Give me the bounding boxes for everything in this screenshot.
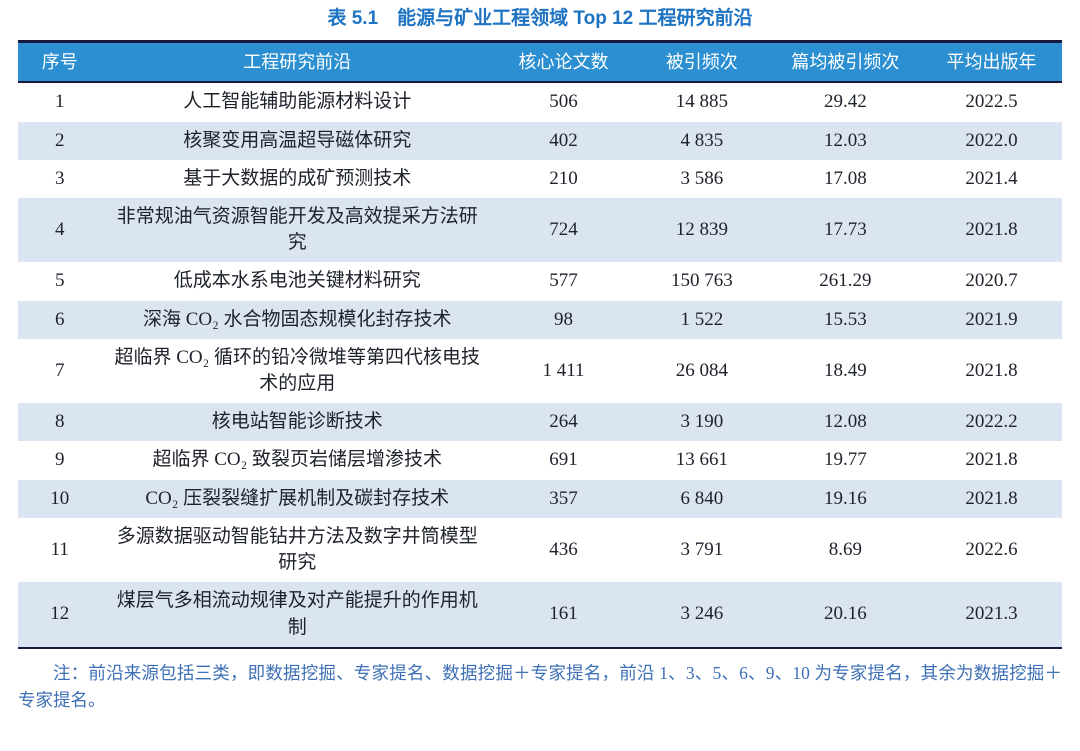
cell-research-front: 人工智能辅助能源材料设计 (183, 91, 412, 113)
table-footnote: 注：前沿来源包括三类，即数据挖掘、专家提名、数据挖掘＋专家提名，前沿 1、3、5… (18, 662, 1062, 711)
cell-citations-per-paper: 8.69 (828, 539, 862, 561)
cell-rank: 3 (55, 167, 65, 189)
cell-rank: 1 (55, 91, 65, 113)
cell-avg-pub-year: 2021.8 (965, 219, 1018, 241)
research-fronts-table: 序号 工程研究前沿 核心论文数 被引频次 篇均被引频次 平均出版年 1 人工智能… (18, 39, 1062, 649)
cell-citations: 3 586 (680, 167, 724, 189)
cell-citations: 1 522 (680, 308, 724, 330)
cell-citations: 26 084 (675, 359, 728, 381)
cell-research-front: CO₂ 压裂裂缝扩展机制及碳封存技术 (145, 487, 450, 509)
cell-avg-pub-year: 2021.8 (965, 487, 1018, 509)
cell-rank: 6 (55, 308, 65, 330)
cell-citations-per-paper: 261.29 (819, 270, 872, 292)
cell-core-papers: 402 (549, 129, 578, 151)
cell-citations-per-paper: 17.08 (823, 167, 867, 189)
cell-citations: 3 791 (680, 539, 724, 561)
cell-citations-per-paper: 15.53 (823, 308, 867, 330)
cell-rank: 9 (55, 449, 65, 471)
table-body: 1 人工智能辅助能源材料设计 506 14 885 29.42 2022.5 2… (18, 82, 1062, 648)
table-row: 11 多源数据驱动智能钻井方法及数字井筒模型研究 436 3 791 8.69 … (18, 518, 1062, 582)
table-row: 4 非常规油气资源智能开发及高效提采方法研究 724 12 839 17.73 … (18, 197, 1062, 263)
column-header-research-front: 工程研究前沿 (101, 41, 494, 84)
cell-research-front: 超临界 CO₂ 致裂页岩储层增渗技术 (152, 449, 443, 471)
cell-rank: 7 (55, 359, 65, 381)
cell-citations: 12 839 (675, 219, 728, 241)
cell-citations-per-paper: 19.77 (823, 449, 867, 471)
table-caption: 表 5.1 能源与矿业工程领域 Top 12 工程研究前沿 (327, 8, 753, 29)
cell-avg-pub-year: 2021.8 (965, 359, 1018, 381)
table-row: 5 低成本水系电池关键材料研究 577 150 763 261.29 2020.… (18, 262, 1062, 300)
table-row: 9 超临界 CO₂ 致裂页岩储层增渗技术 691 13 661 19.77 20… (18, 441, 1062, 479)
cell-citations: 13 661 (675, 449, 728, 471)
cell-core-papers: 357 (549, 487, 578, 509)
cell-citations-per-paper: 29.42 (823, 91, 867, 113)
cell-research-front: 低成本水系电池关键材料研究 (173, 270, 421, 292)
column-header-rank: 序号 (18, 41, 102, 84)
cell-citations: 6 840 (680, 487, 724, 509)
cell-citations: 4 835 (680, 129, 724, 151)
cell-citations: 3 190 (680, 411, 724, 433)
cell-avg-pub-year: 2022.0 (965, 129, 1018, 151)
table-row: 3 基于大数据的成矿预测技术 210 3 586 17.08 2021.4 (18, 160, 1062, 198)
cell-citations-per-paper: 20.16 (823, 603, 867, 625)
cell-research-front: 多源数据驱动智能钻井方法及数字井筒模型研究 (116, 525, 478, 574)
cell-avg-pub-year: 2022.2 (965, 411, 1018, 433)
cell-citations-per-paper: 12.08 (823, 411, 867, 433)
column-header-citations: 被引频次 (633, 41, 770, 84)
cell-rank: 12 (50, 603, 70, 625)
column-header-citations-per-paper: 篇均被引频次 (769, 41, 922, 84)
cell-core-papers: 98 (553, 308, 573, 330)
cell-citations: 14 885 (675, 91, 728, 113)
cell-research-front: 煤层气多相流动规律及对产能提升的作用机制 (116, 590, 478, 638)
table-row: 1 人工智能辅助能源材料设计 506 14 885 29.42 2022.5 (18, 82, 1062, 121)
cell-citations-per-paper: 19.16 (823, 487, 867, 509)
cell-citations: 3 246 (680, 603, 724, 625)
table-row: 7 超临界 CO₂ 循环的铅冷微堆等第四代核电技术的应用 1 411 26 08… (18, 339, 1062, 403)
cell-core-papers: 724 (549, 219, 578, 241)
column-header-core-papers: 核心论文数 (493, 41, 634, 84)
cell-research-front: 核电站智能诊断技术 (211, 411, 383, 433)
cell-rank: 10 (50, 487, 70, 509)
cell-rank: 11 (50, 539, 69, 561)
table-header: 序号 工程研究前沿 核心论文数 被引频次 篇均被引频次 平均出版年 (18, 41, 1062, 84)
cell-core-papers: 1 411 (542, 359, 585, 381)
cell-core-papers: 210 (549, 167, 578, 189)
cell-core-papers: 506 (549, 91, 578, 113)
cell-core-papers: 577 (549, 270, 578, 292)
cell-rank: 2 (55, 129, 65, 151)
table-row: 10 CO₂ 压裂裂缝扩展机制及碳封存技术 357 6 840 19.16 20… (18, 479, 1062, 518)
cell-research-front: 超临界 CO₂ 循环的铅冷微堆等第四代核电技术的应用 (114, 346, 481, 395)
cell-rank: 8 (55, 411, 65, 433)
column-header-avg-pub-year: 平均出版年 (921, 41, 1062, 84)
cell-citations: 150 763 (670, 270, 733, 292)
cell-core-papers: 264 (549, 411, 578, 433)
cell-citations-per-paper: 18.49 (823, 359, 867, 381)
cell-research-front: 基于大数据的成矿预测技术 (183, 167, 412, 189)
cell-core-papers: 436 (549, 539, 578, 561)
cell-avg-pub-year: 2020.7 (965, 270, 1018, 292)
cell-avg-pub-year: 2021.8 (965, 449, 1018, 471)
cell-research-front: 深海 CO₂ 水合物固态规模化封存技术 (143, 308, 452, 330)
cell-avg-pub-year: 2021.9 (965, 308, 1018, 330)
table-row: 8 核电站智能诊断技术 264 3 190 12.08 2022.2 (18, 403, 1062, 442)
cell-research-front: 非常规油气资源智能开发及高效提采方法研究 (116, 205, 478, 254)
cell-research-front: 核聚变用高温超导磁体研究 (183, 129, 412, 151)
cell-core-papers: 691 (549, 449, 578, 471)
cell-core-papers: 161 (549, 603, 578, 625)
table-row: 12 煤层气多相流动规律及对产能提升的作用机制 161 3 246 20.16 … (18, 582, 1062, 648)
cell-rank: 4 (55, 219, 65, 241)
table-row: 6 深海 CO₂ 水合物固态规模化封存技术 98 1 522 15.53 202… (18, 300, 1062, 339)
table-row: 2 核聚变用高温超导磁体研究 402 4 835 12.03 2022.0 (18, 121, 1062, 160)
cell-avg-pub-year: 2021.3 (965, 603, 1018, 625)
cell-avg-pub-year: 2021.4 (965, 167, 1018, 189)
cell-avg-pub-year: 2022.5 (965, 91, 1018, 113)
cell-citations-per-paper: 17.73 (823, 219, 867, 241)
cell-avg-pub-year: 2022.6 (965, 539, 1018, 561)
cell-rank: 5 (55, 270, 65, 292)
table-header-row: 序号 工程研究前沿 核心论文数 被引频次 篇均被引频次 平均出版年 (18, 41, 1062, 84)
cell-citations-per-paper: 12.03 (823, 129, 867, 151)
